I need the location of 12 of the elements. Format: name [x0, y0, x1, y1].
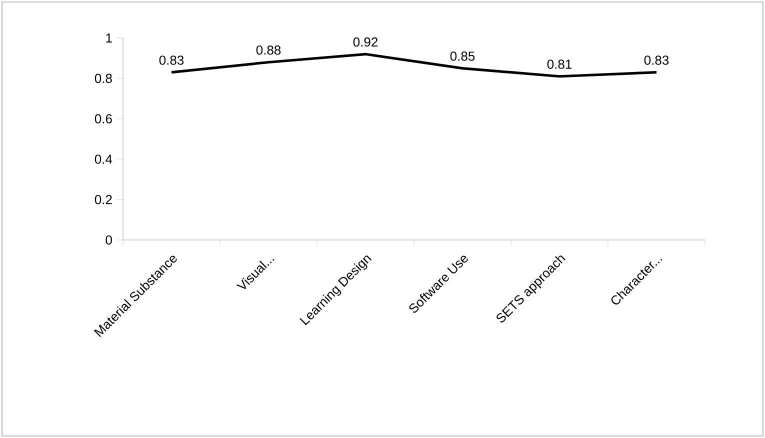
- data-label: 0.92: [353, 37, 378, 47]
- y-tick-label: 0.4: [94, 154, 112, 164]
- data-label: 0.83: [644, 56, 669, 65]
- y-tick-label: 0: [106, 235, 112, 245]
- y-tick-label: 0.8: [94, 74, 112, 83]
- y-tick-label: 0.6: [94, 114, 112, 124]
- y-tick-label: 1: [106, 34, 112, 42]
- data-label: 0.88: [256, 45, 281, 55]
- data-label: 0.85: [450, 52, 475, 61]
- data-label: 0.81: [547, 60, 572, 69]
- y-tick-label: 0.2: [94, 194, 112, 204]
- data-label: 0.83: [159, 56, 184, 65]
